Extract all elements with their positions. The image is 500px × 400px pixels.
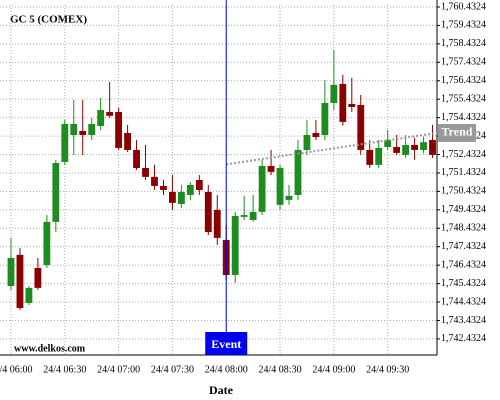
y-tick-label: 1,754.4324 xyxy=(441,112,486,123)
candle-body xyxy=(339,83,347,122)
candle-body xyxy=(231,215,239,275)
candle-body xyxy=(115,111,123,148)
y-tick-label: 1,759.4324 xyxy=(441,20,486,31)
candle-body xyxy=(303,135,311,150)
candle-body xyxy=(25,287,33,303)
candle-body xyxy=(312,132,320,138)
candle-body xyxy=(177,191,185,204)
candle-body xyxy=(70,123,78,136)
candle-body xyxy=(43,221,51,266)
candle-body xyxy=(357,104,365,150)
y-tick-label: 1,745.4324 xyxy=(441,278,486,289)
x-axis-label: Date xyxy=(209,383,234,397)
y-tick-label: 1,747.4324 xyxy=(441,241,486,252)
candle-body xyxy=(285,195,293,200)
y-tick-label: 1,758.4324 xyxy=(441,38,486,49)
y-tick-label: 1,756.4324 xyxy=(441,75,486,86)
x-axis: 24/4 06:00 24/4 06:30 24/4 07:00 24/4 07:30… xyxy=(0,364,409,375)
candle-body xyxy=(330,84,338,103)
x-tick-label: 24/4 06:00 xyxy=(0,364,33,375)
y-tick-label: 1,757.4324 xyxy=(441,57,486,68)
candle-body xyxy=(321,102,329,136)
candle-body xyxy=(411,144,418,150)
y-tick-label: 1,746.4324 xyxy=(441,259,486,270)
x-tick-label: 24/4 06:30 xyxy=(43,364,86,375)
candle-body xyxy=(79,130,87,136)
y-tick-label: 1,760.4324 xyxy=(441,1,486,12)
candle-body xyxy=(195,180,203,190)
candle-body xyxy=(384,139,392,147)
candle-body xyxy=(34,267,42,288)
y-tick-label: 1,751.4324 xyxy=(441,167,486,178)
candle-body xyxy=(249,211,257,221)
trend-label: Trend xyxy=(442,125,473,139)
y-tick-label: 1,744.4324 xyxy=(441,296,486,307)
candle-body xyxy=(7,258,15,287)
candle-body xyxy=(169,191,176,203)
candle-body xyxy=(160,185,167,190)
candle-body xyxy=(348,104,356,107)
y-tick-label: 1,752.4324 xyxy=(441,149,486,160)
candle-body xyxy=(393,146,401,153)
y-tick-label: 1,755.4324 xyxy=(441,93,486,104)
candle-body xyxy=(204,191,212,233)
candle-body xyxy=(213,209,221,238)
candle-body xyxy=(240,215,248,217)
trend-line xyxy=(226,131,438,166)
candle-body xyxy=(294,149,302,195)
candle-body xyxy=(142,168,149,177)
candle-body xyxy=(88,123,96,136)
watermark: www.delkos.com xyxy=(14,343,86,354)
trend-label-box xyxy=(438,123,476,142)
candle-body xyxy=(420,142,427,150)
x-tick-label: 24/4 08:30 xyxy=(259,364,302,375)
x-tick-label: 24/4 09:30 xyxy=(366,364,409,375)
candle-body xyxy=(276,168,284,205)
candle-body xyxy=(61,123,69,162)
candle-body xyxy=(106,111,114,116)
x-tick-label: 24/4 07:30 xyxy=(151,364,194,375)
chart-title: GC 5 (COMEX) xyxy=(10,14,87,26)
y-tick-label: 1,750.4324 xyxy=(441,186,486,197)
candle-body xyxy=(267,165,275,172)
y-tick-label: 1,749.4324 xyxy=(441,204,486,215)
candle-body xyxy=(124,132,131,150)
candle-body xyxy=(52,163,60,222)
candle-body xyxy=(97,109,105,126)
candle-body xyxy=(375,147,383,165)
candle-body xyxy=(402,144,410,155)
candle-body xyxy=(151,176,158,186)
y-tick-label: 1,748.4324 xyxy=(441,223,486,234)
y-tick-label: 1,742.4324 xyxy=(441,333,486,344)
x-tick-label: 24/4 08:00 xyxy=(205,364,248,375)
x-tick-label: 24/4 07:00 xyxy=(97,364,140,375)
event-label: Event xyxy=(211,337,241,351)
candle-body xyxy=(186,184,194,195)
candle-body xyxy=(133,149,140,169)
x-tick-label: 24/4 09:00 xyxy=(312,364,355,375)
candle-body xyxy=(429,139,436,155)
event-label-box xyxy=(205,332,248,355)
candle-body xyxy=(16,254,24,308)
y-tick-label: 1,743.4324 xyxy=(441,315,486,326)
candle-body xyxy=(258,165,266,212)
candle-body xyxy=(366,149,374,165)
